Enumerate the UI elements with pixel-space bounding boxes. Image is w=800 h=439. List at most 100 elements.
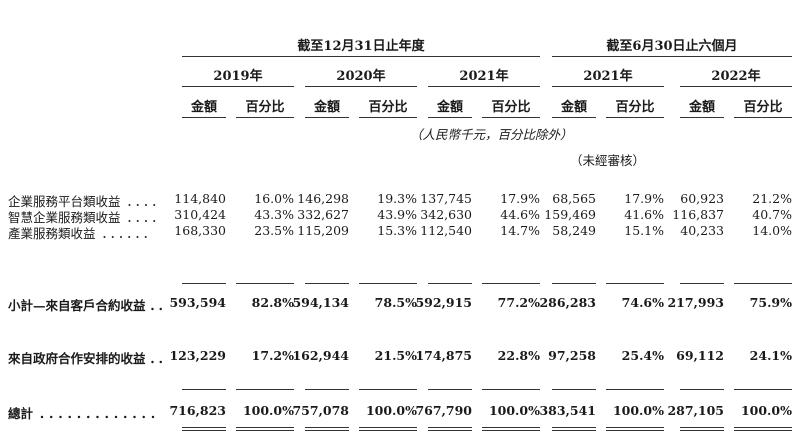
year-header-2021-interim: 2021年: [583, 69, 633, 84]
amount-cell: 162,944: [292, 348, 349, 363]
col-header-percent: 百分比: [615, 100, 655, 115]
percent-cell: 44.6%: [500, 207, 540, 222]
total-rule: [236, 389, 294, 390]
amount-cell: 146,298: [297, 191, 349, 206]
amount-cell: 40,233: [680, 223, 724, 238]
col-rule: [428, 117, 472, 118]
amount-cell: 137,745: [420, 191, 472, 206]
year-header-2019: 2019年: [213, 69, 263, 84]
amount-cell: 757,078: [292, 403, 349, 418]
amount-cell: 217,993: [667, 295, 724, 310]
percent-cell: 100.0%: [365, 403, 417, 418]
subtotal-rule: [734, 283, 792, 284]
unit-note: （人民幣千元，百分比除外）: [410, 127, 573, 142]
amount-cell: 58,249: [552, 223, 596, 238]
col-header-percent: 百分比: [491, 100, 531, 115]
year-rule: [680, 86, 792, 87]
year-rule: [552, 86, 664, 87]
header-group-interim: 截至6月30日止六個月: [606, 39, 738, 54]
amount-cell: 716,823: [169, 403, 226, 418]
col-rule: [482, 117, 540, 118]
amount-cell: 69,112: [676, 348, 724, 363]
total-rule: [734, 389, 792, 390]
row-label-enterprise-platform: 企業服務平台類收益 ．．．．: [8, 194, 166, 209]
unaudited-note: （未經審核）: [570, 153, 646, 168]
percent-cell: 14.0%: [752, 223, 792, 238]
col-header-amount: 金額: [436, 100, 463, 115]
col-header-amount: 金額: [313, 100, 340, 115]
col-header-percent: 百分比: [368, 100, 408, 115]
col-header-percent: 百分比: [743, 100, 783, 115]
amount-cell: 767,790: [415, 403, 472, 418]
subtotal-rule: [236, 283, 294, 284]
total-rule: [359, 389, 417, 390]
header-group-annual: 截至12月31日止年度: [297, 39, 425, 54]
total-double-rule: [236, 427, 294, 431]
amount-cell: 592,915: [415, 295, 472, 310]
amount-cell: 123,229: [169, 348, 226, 363]
percent-cell: 17.9%: [500, 191, 540, 206]
percent-cell: 19.3%: [377, 191, 417, 206]
col-header-amount: 金額: [688, 100, 715, 115]
col-header-amount: 金額: [560, 100, 587, 115]
percent-cell: 14.7%: [500, 223, 540, 238]
subtotal-rule: [606, 283, 664, 284]
amount-cell: 116,837: [672, 207, 724, 222]
percent-cell: 22.8%: [497, 348, 540, 363]
percent-cell: 15.3%: [377, 223, 417, 238]
total-rule: [680, 389, 724, 390]
percent-cell: 21.5%: [374, 348, 417, 363]
percent-cell: 17.9%: [624, 191, 664, 206]
amount-cell: 60,923: [680, 191, 724, 206]
total-double-rule: [552, 427, 596, 431]
col-rule: [359, 117, 417, 118]
amount-cell: 332,627: [297, 207, 349, 222]
percent-cell: 23.5%: [254, 223, 294, 238]
amount-cell: 97,258: [548, 348, 596, 363]
total-rule: [552, 389, 596, 390]
subtotal-rule: [305, 283, 349, 284]
amount-cell: 168,330: [174, 223, 226, 238]
amount-cell: 114,840: [174, 191, 226, 206]
year-rule: [428, 86, 540, 87]
percent-cell: 77.2%: [497, 295, 540, 310]
percent-cell: 82.8%: [251, 295, 294, 310]
total-double-rule: [428, 427, 472, 431]
percent-cell: 21.2%: [752, 191, 792, 206]
percent-cell: 24.1%: [749, 348, 792, 363]
percent-cell: 41.6%: [624, 207, 664, 222]
col-rule: [236, 117, 294, 118]
percent-cell: 40.7%: [752, 207, 792, 222]
row-label-industry-services: 產業服務類收益 ．．．．．．: [8, 226, 158, 241]
subtotal-rule: [359, 283, 417, 284]
total-rule: [182, 389, 226, 390]
col-rule: [182, 117, 226, 118]
total-rule: [482, 389, 540, 390]
percent-cell: 15.1%: [624, 223, 664, 238]
amount-cell: 593,594: [169, 295, 226, 310]
col-rule: [734, 117, 792, 118]
row-label-subtotal: 小計—來自客戶合約收益 ．．: [8, 298, 173, 313]
total-double-rule: [482, 427, 540, 431]
total-rule: [305, 389, 349, 390]
year-header-2020: 2020年: [336, 69, 386, 84]
subtotal-rule: [680, 283, 724, 284]
col-rule: [305, 117, 349, 118]
total-double-rule: [606, 427, 664, 431]
header-rule-annual: [182, 56, 540, 57]
percent-cell: 78.5%: [374, 295, 417, 310]
total-rule: [428, 389, 472, 390]
amount-cell: 310,424: [174, 207, 226, 222]
total-double-rule: [305, 427, 349, 431]
year-header-2022-interim: 2022年: [711, 69, 761, 84]
percent-cell: 43.9%: [377, 207, 417, 222]
amount-cell: 594,134: [292, 295, 349, 310]
percent-cell: 100.0%: [488, 403, 540, 418]
total-rule: [606, 389, 664, 390]
subtotal-rule: [182, 283, 226, 284]
percent-cell: 75.9%: [749, 295, 792, 310]
percent-cell: 100.0%: [740, 403, 792, 418]
col-header-amount: 金額: [190, 100, 217, 115]
amount-cell: 68,565: [552, 191, 596, 206]
